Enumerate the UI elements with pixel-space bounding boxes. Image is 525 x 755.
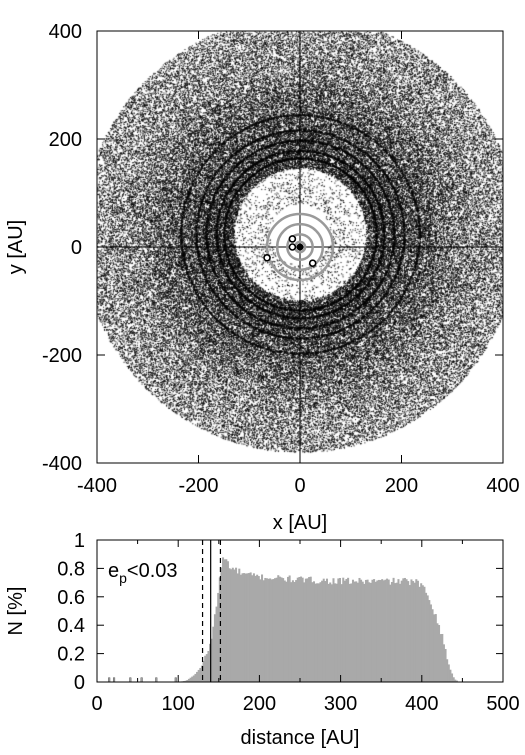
y-tick-label: 0.4	[57, 615, 85, 637]
xy-scatter-panel: -400 -200 0 200 400 -400 -200 0 200 400 x [AU] y …	[5, 21, 520, 534]
planet-marker	[264, 255, 270, 261]
annotation-base: e	[108, 560, 119, 582]
histogram-bar	[175, 678, 177, 682]
x-tick-label: 0	[91, 693, 102, 715]
central-star	[297, 244, 304, 251]
x-axis-label: x [AU]	[273, 512, 327, 534]
histogram-bar	[141, 678, 143, 682]
orbit-circles	[267, 214, 333, 280]
planet-marker	[289, 244, 295, 250]
y-tick-label: -400	[42, 453, 82, 475]
annotation-subscript: p	[119, 570, 127, 586]
n-axis-label: N [%]	[5, 587, 27, 636]
y-tick-label: 0.2	[57, 644, 85, 666]
y-tick-label: 200	[49, 129, 82, 151]
y-tick-label: 0.6	[57, 587, 85, 609]
x-tick-label: 500	[486, 693, 519, 715]
y-axis-label: y [AU]	[5, 220, 27, 274]
histogram-bar	[108, 678, 110, 682]
histogram-bar	[155, 678, 157, 682]
x-tick-label: 400	[405, 693, 438, 715]
x-tick-label: -400	[77, 475, 117, 497]
annotation-suffix: <0.03	[127, 560, 178, 582]
x-tick-label: 200	[243, 693, 276, 715]
y-tick-label: 0.8	[57, 558, 85, 580]
y-tick-label: 1	[74, 530, 85, 552]
x-tick-label: 200	[385, 475, 418, 497]
distance-axis-label: distance [AU]	[241, 727, 360, 749]
planet-marker	[289, 236, 295, 242]
histogram-bar	[129, 678, 131, 682]
histogram-panel: 0 100 200 300 400 500 0 0.2 0.4 0.6 0.8 1 ep<0.03 d…	[5, 530, 520, 749]
y-tick-label: 0	[71, 237, 82, 259]
x-tick-label: 0	[294, 475, 305, 497]
y-tick-label: 400	[49, 21, 82, 43]
histogram-bar	[113, 678, 115, 682]
x-tick-label: 300	[324, 693, 357, 715]
y-tick-label: 0	[74, 672, 85, 694]
x-tick-label: -200	[178, 475, 218, 497]
x-tick-label: 100	[162, 693, 195, 715]
eccentricity-annotation: ep<0.03	[108, 560, 178, 586]
planet-marker	[310, 260, 316, 266]
x-tick-label: 400	[486, 475, 519, 497]
y-tick-label: -200	[42, 345, 82, 367]
